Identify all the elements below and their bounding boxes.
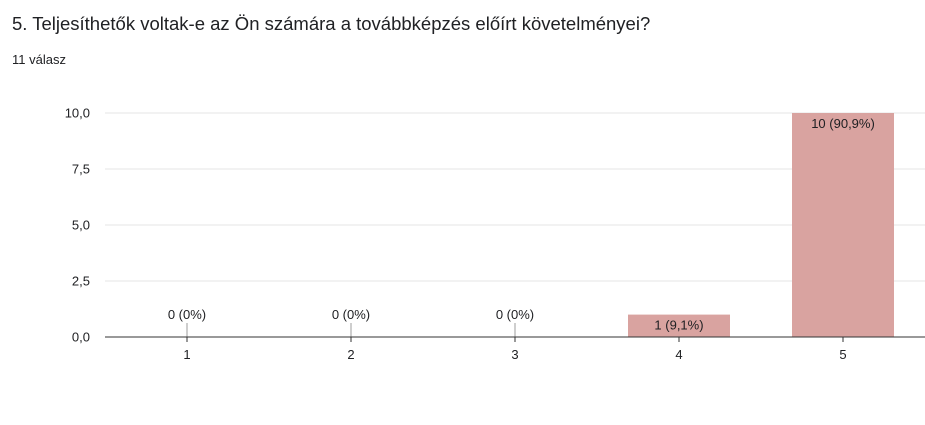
data-label: 0 (0%) — [496, 307, 534, 322]
response-count: 11 válasz — [12, 52, 66, 67]
y-axis-tick-labels: 0,0 2,5 5,0 7,5 10,0 — [65, 106, 90, 345]
y-tick-label: 10,0 — [65, 106, 90, 121]
x-axis — [105, 336, 925, 342]
data-label: 10 (90,9%) — [811, 116, 875, 131]
x-tick-label: 1 — [183, 347, 190, 362]
y-tick-label: 0,0 — [72, 330, 90, 345]
data-label: 1 (9,1%) — [654, 318, 703, 333]
x-axis-tick-labels: 1 2 3 4 5 — [183, 347, 846, 362]
x-tick-label: 3 — [511, 347, 518, 362]
grid-lines — [105, 112, 925, 282]
bar-4 — [628, 314, 730, 337]
y-tick-label: 2,5 — [72, 274, 90, 289]
data-label: 0 (0%) — [332, 307, 370, 322]
bars — [186, 113, 894, 337]
data-label: 0 (0%) — [168, 307, 206, 322]
x-tick-label: 4 — [675, 347, 682, 362]
x-tick-label: 2 — [347, 347, 354, 362]
y-tick-label: 5,0 — [72, 218, 90, 233]
bar-5 — [792, 113, 894, 337]
question-title: 5. Teljesíthetők voltak-e az Ön számára … — [12, 13, 651, 34]
x-tick-label: 5 — [839, 347, 846, 362]
y-tick-label: 7,5 — [72, 162, 90, 177]
data-labels: 0 (0%) 0 (0%) 0 (0%) 1 (9,1%) 10 (90,9%) — [168, 116, 875, 333]
